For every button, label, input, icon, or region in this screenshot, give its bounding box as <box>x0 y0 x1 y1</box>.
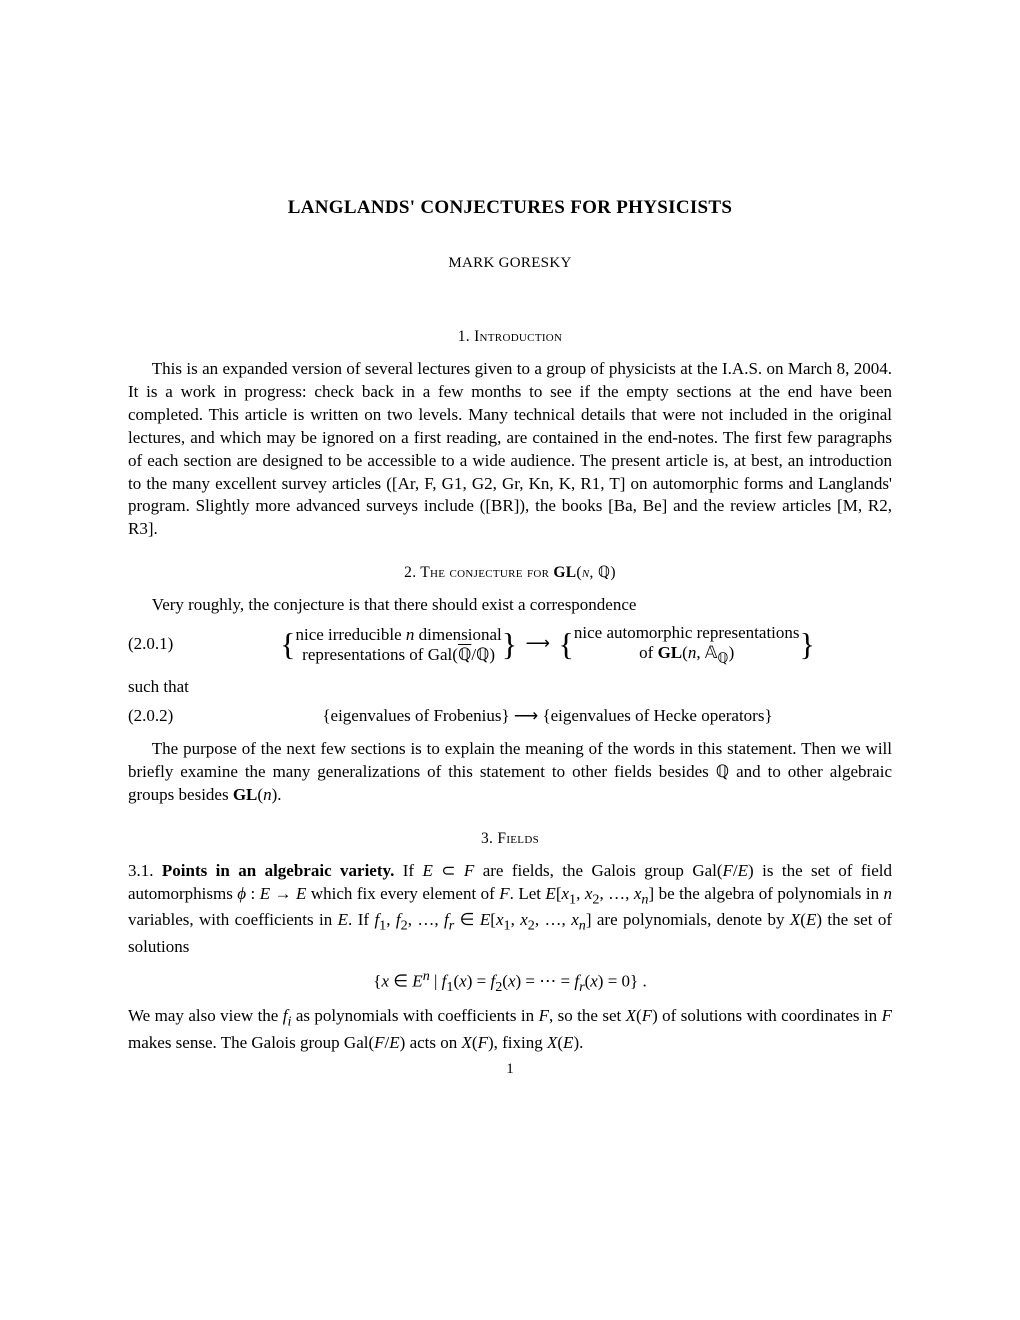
equation-body: { nice irreducible n dimensional represe… <box>203 623 892 666</box>
eq1-right-line2: of GL(n, 𝔸ℚ) <box>639 643 734 662</box>
eq1-left-line1: nice irreducible n dimensional <box>295 625 501 644</box>
equation-2-0-2: (2.0.2) {eigenvalues of Frobenius} ⟶ {ei… <box>128 705 892 728</box>
paper-author: MARK GORESKY <box>128 253 892 273</box>
page-number: 1 <box>128 1059 892 1079</box>
section-introduction-heading: 1. Introduction <box>128 327 892 348</box>
equation-solution-set: {x ∈ En | f1(x) = f2(x) = ⋯ = fr(x) = 0}… <box>128 967 892 997</box>
equation-number: (2.0.1) <box>128 633 203 656</box>
paper-title: LANGLANDS' CONJECTURES FOR PHYSICISTS <box>128 195 892 221</box>
conjecture-paragraph-2: The purpose of the next few sections is … <box>128 738 892 807</box>
equation-body: {eigenvalues of Frobenius} ⟶ {eigenvalue… <box>203 705 892 728</box>
conjecture-paragraph-1: Very roughly, the conjecture is that the… <box>128 594 892 617</box>
page: LANGLANDS' CONJECTURES FOR PHYSICISTS MA… <box>0 0 1020 1139</box>
eq1-right-line1: nice automorphic representations <box>574 623 800 642</box>
fields-paragraph-1: 3.1. Points in an algebraic variety. If … <box>128 860 892 959</box>
equation-number: (2.0.2) <box>128 705 203 728</box>
fields-paragraph-2: We may also view the fi as polynomials w… <box>128 1005 892 1054</box>
intro-paragraph-1: This is an expanded version of several l… <box>128 358 892 542</box>
equation-2-0-1: (2.0.1) { nice irreducible n dimensional… <box>128 623 892 666</box>
section-conjecture-heading: 2. The conjecture for GL(n, ℚ) <box>128 563 892 584</box>
eq1-left-line2: representations of Gal(ℚ/ℚ) <box>302 645 495 664</box>
section-fields-heading: 3. Fields <box>128 829 892 850</box>
such-that: such that <box>128 676 892 699</box>
